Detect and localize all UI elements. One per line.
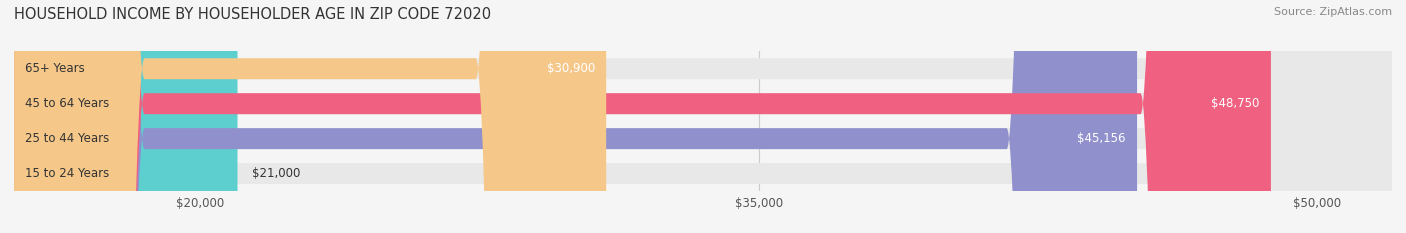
Text: 65+ Years: 65+ Years — [25, 62, 84, 75]
Text: 45 to 64 Years: 45 to 64 Years — [25, 97, 110, 110]
Text: $21,000: $21,000 — [253, 167, 301, 180]
Text: $48,750: $48,750 — [1212, 97, 1260, 110]
FancyBboxPatch shape — [14, 0, 606, 233]
Text: 15 to 24 Years: 15 to 24 Years — [25, 167, 110, 180]
Text: $30,900: $30,900 — [547, 62, 595, 75]
FancyBboxPatch shape — [14, 0, 1392, 233]
FancyBboxPatch shape — [14, 0, 1271, 233]
FancyBboxPatch shape — [14, 0, 1392, 233]
Text: HOUSEHOLD INCOME BY HOUSEHOLDER AGE IN ZIP CODE 72020: HOUSEHOLD INCOME BY HOUSEHOLDER AGE IN Z… — [14, 7, 491, 22]
Text: Source: ZipAtlas.com: Source: ZipAtlas.com — [1274, 7, 1392, 17]
Text: $45,156: $45,156 — [1077, 132, 1126, 145]
FancyBboxPatch shape — [14, 0, 1392, 233]
FancyBboxPatch shape — [14, 0, 1392, 233]
FancyBboxPatch shape — [14, 0, 238, 233]
FancyBboxPatch shape — [14, 0, 1137, 233]
Text: 25 to 44 Years: 25 to 44 Years — [25, 132, 110, 145]
